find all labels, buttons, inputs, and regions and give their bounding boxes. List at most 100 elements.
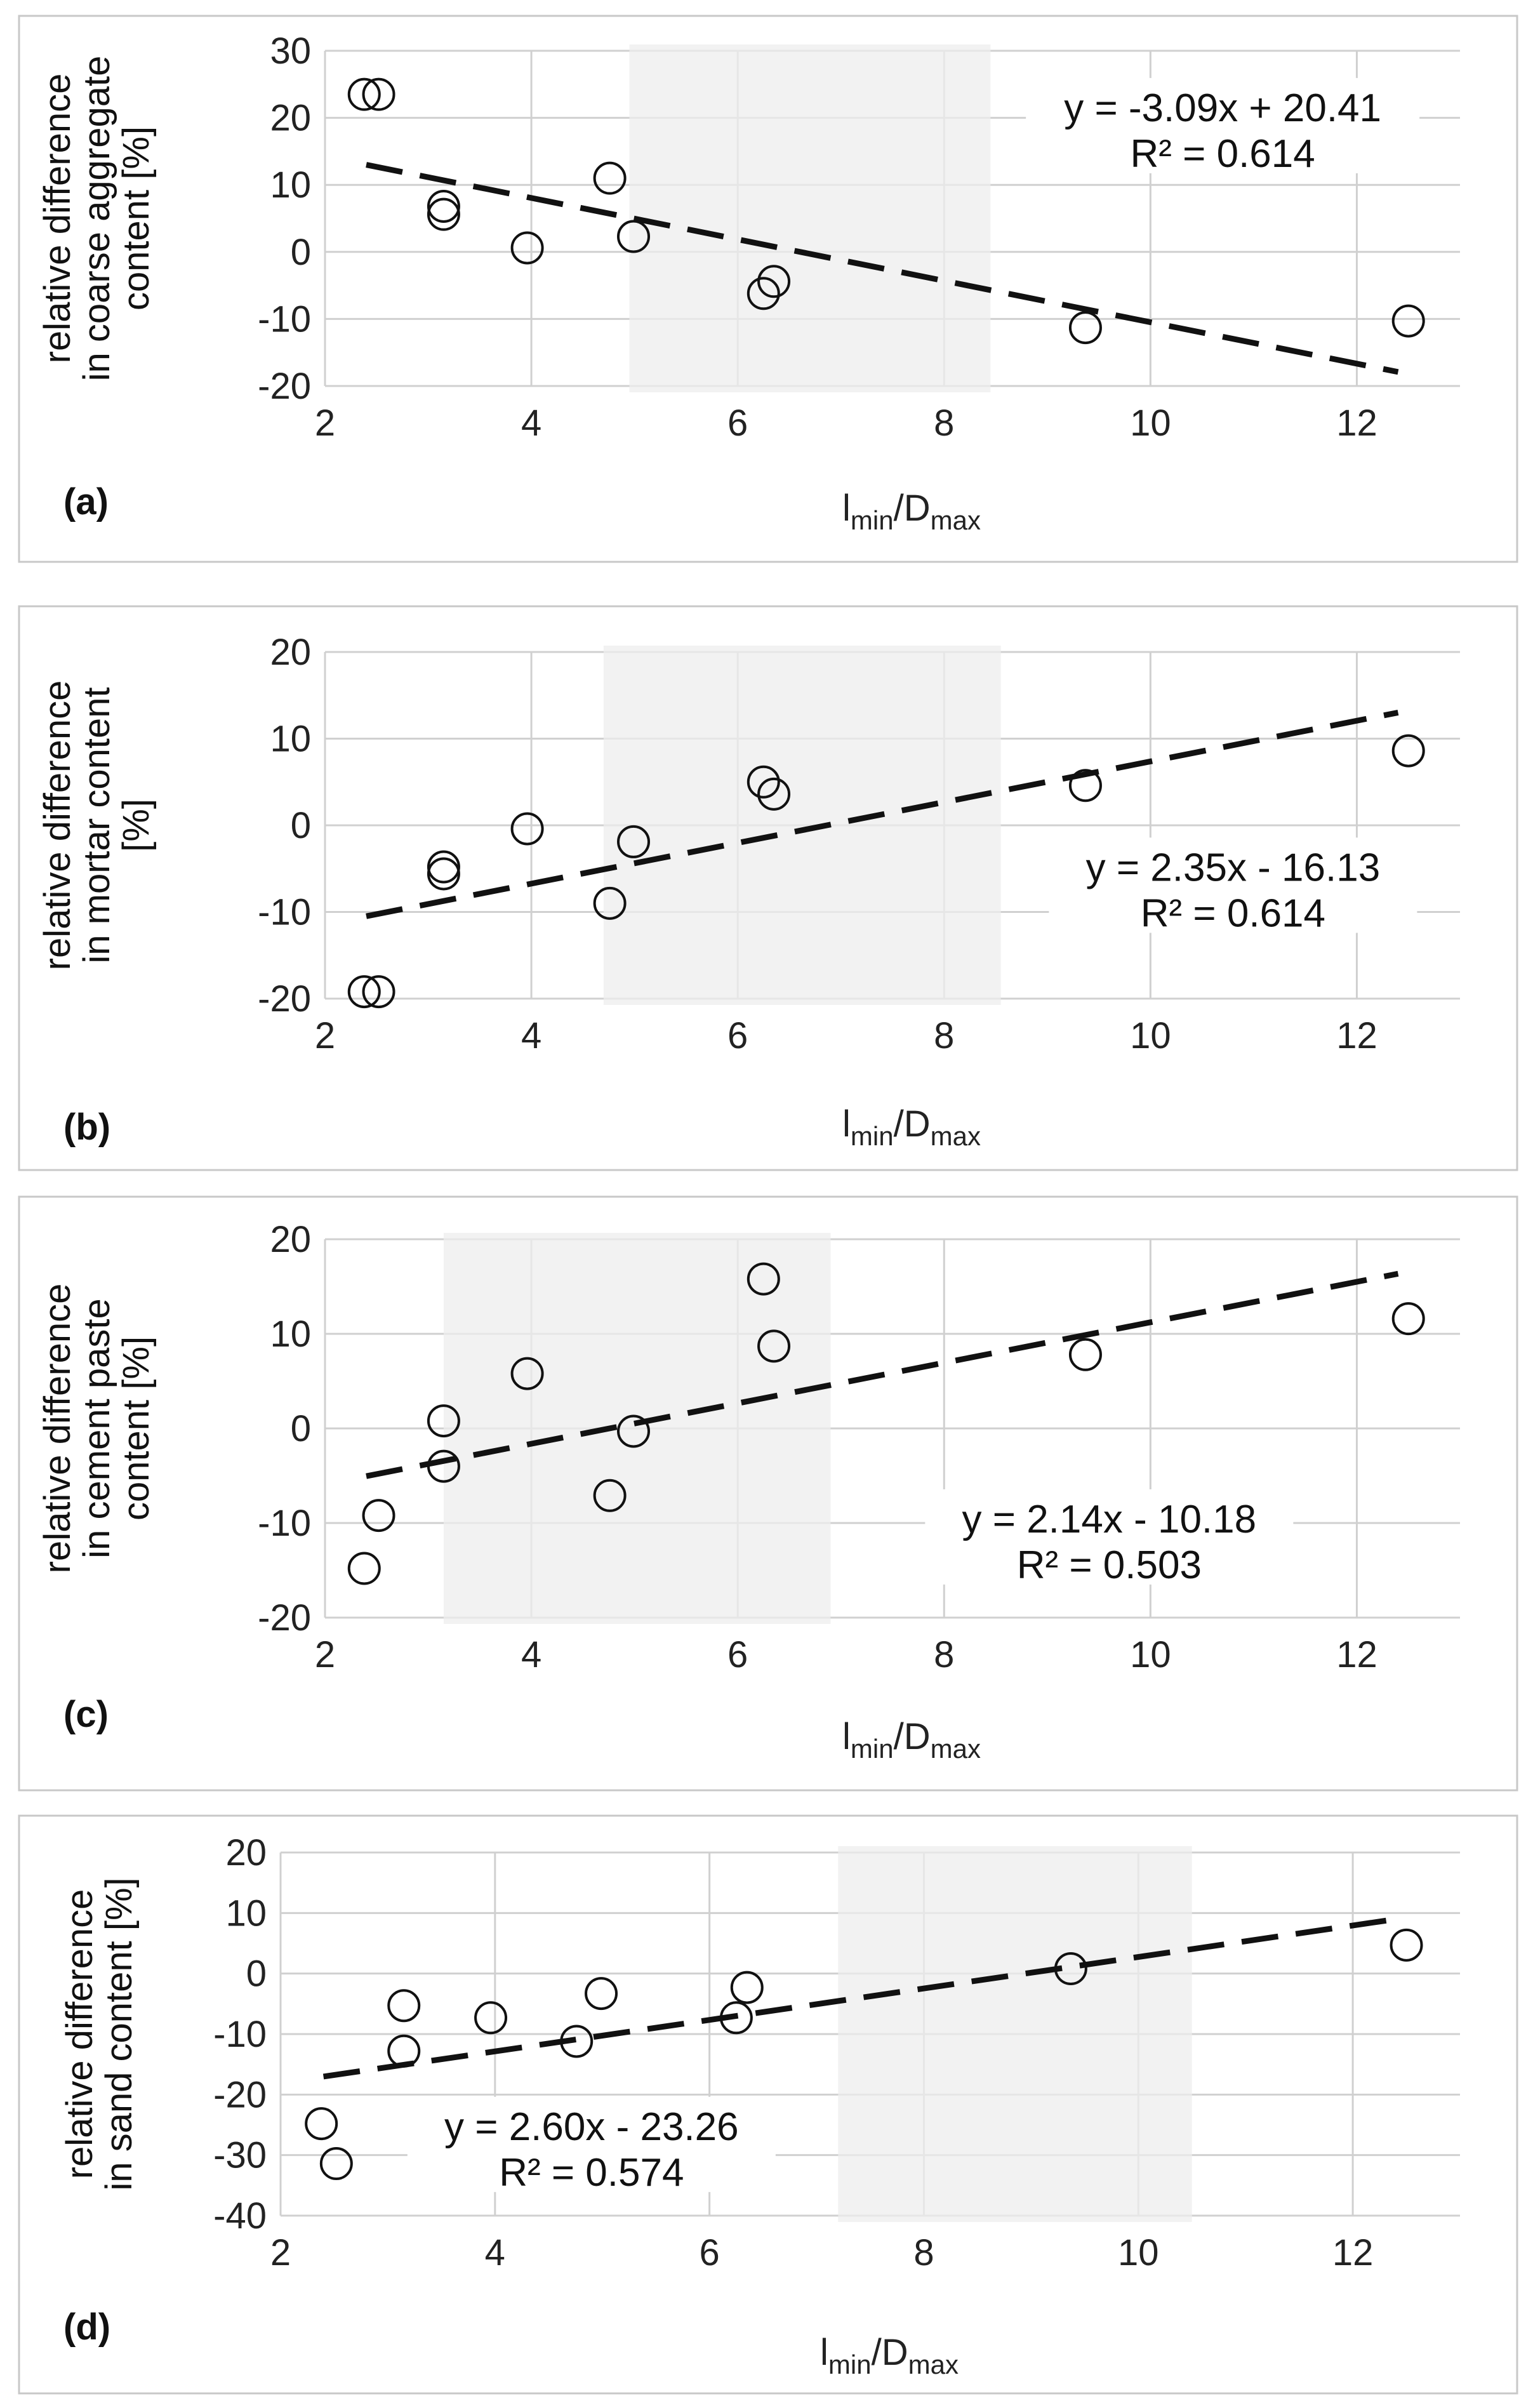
x-axis-label-part: max: [931, 505, 981, 535]
x-axis-label-part: l: [842, 1103, 851, 1145]
data-point: [1391, 734, 1425, 768]
x-tick-label: 12: [1336, 1634, 1377, 1675]
x-tick-label: 4: [521, 1015, 541, 1056]
r-squared: R² = 0.614: [1131, 132, 1315, 176]
data-point: [362, 975, 395, 1009]
data-point: [593, 161, 627, 195]
y-tick-label: 0: [291, 232, 311, 273]
data-point: [427, 850, 460, 884]
data-point: [347, 77, 381, 111]
x-tick-label: 4: [521, 1634, 541, 1675]
x-tick-label: 10: [1130, 1015, 1171, 1056]
data-point: [347, 975, 381, 1009]
trendline: [322, 1916, 1397, 2080]
x-axis-label-part: l: [842, 1716, 851, 1757]
x-axis-label-part: max: [908, 2350, 959, 2379]
data-point: [362, 1499, 395, 1533]
equation-background: [925, 1489, 1294, 1585]
x-axis-label-part: min: [851, 505, 894, 535]
y-tick-label: -10: [258, 1503, 311, 1544]
y-axis-label-line: relative difference: [59, 1889, 100, 2179]
chart-panel-d: -40 -30 -20 -10 0 10 20 2 4 6 8 10 12 y = 2.60x - 23.…: [18, 1814, 1518, 2395]
x-tick-label: 8: [934, 1015, 954, 1056]
data-point: [427, 857, 460, 891]
trendline: [366, 1270, 1399, 1479]
panel-label: (c): [63, 1694, 109, 1735]
y-axis-label-line: in cement paste: [76, 1298, 117, 1558]
equation-background: [407, 2096, 776, 2192]
x-axis-label-part: /D: [894, 488, 931, 529]
data-point: [617, 825, 651, 858]
shaded-range: [838, 1846, 1192, 2222]
x-axis-label-part: /D: [894, 1103, 931, 1145]
y-tick-label: 30: [270, 30, 311, 72]
y-tick-label: -20: [258, 366, 311, 407]
x-tick-label: 8: [934, 1634, 954, 1675]
y-axis-label-line: relative difference: [37, 74, 78, 364]
data-point: [1391, 304, 1425, 338]
data-point: [510, 1357, 544, 1390]
x-axis-label-part: /D: [894, 1716, 931, 1757]
data-point: [1068, 311, 1102, 345]
data-point: [510, 812, 544, 846]
data-point: [1068, 769, 1102, 802]
y-axis-label-line: in mortar content: [76, 687, 117, 963]
y-tick-label: 20: [270, 98, 311, 139]
x-tick-label: 12: [1336, 1015, 1377, 1056]
r-squared: R² = 0.503: [1017, 1543, 1202, 1587]
trendline: [366, 162, 1399, 375]
x-tick-label: 6: [727, 402, 748, 444]
data-point: [617, 1414, 651, 1448]
x-tick-label: 2: [270, 2232, 291, 2273]
data-point: [319, 2147, 353, 2181]
data-point: [305, 2107, 338, 2141]
x-tick-label: 4: [521, 402, 541, 444]
x-tick-label: 12: [1332, 2232, 1374, 2273]
data-point: [1390, 1928, 1423, 1962]
trendline-equation: y = 2.14x - 10.18: [962, 1498, 1257, 1541]
x-tick-label: 8: [913, 2232, 934, 2273]
x-axis-label-part: /D: [872, 2332, 908, 2373]
data-point: [747, 765, 780, 799]
data-point: [510, 231, 544, 265]
x-tick-label: 6: [727, 1634, 748, 1675]
x-tick-label: 6: [727, 1015, 748, 1056]
panel-label: (a): [63, 481, 109, 522]
x-axis-label: lmin/Dmax: [842, 1103, 981, 1151]
y-tick-label: 10: [270, 164, 311, 206]
x-axis-label: lmin/Dmax: [842, 1716, 981, 1764]
y-axis-label-line: in coarse aggregate: [76, 56, 117, 382]
y-axis-label-line: [%]: [116, 799, 157, 852]
data-point: [747, 277, 780, 310]
y-tick-label: -40: [213, 2195, 267, 2237]
y-tick-label: -10: [213, 2014, 267, 2055]
x-tick-label: 6: [700, 2232, 720, 2273]
y-tick-label: -20: [258, 978, 311, 1020]
y-tick-label: 20: [225, 1832, 267, 1873]
data-point: [585, 1977, 618, 2011]
y-axis-label-line: content [%]: [116, 126, 157, 310]
x-tick-label: 2: [315, 1015, 335, 1056]
y-tick-label: 10: [270, 719, 311, 760]
x-axis-label-part: min: [851, 1734, 894, 1764]
data-point: [362, 77, 395, 111]
y-tick-label: 10: [225, 1892, 267, 1934]
x-axis-label-part: max: [931, 1734, 981, 1764]
data-point: [1068, 1338, 1102, 1371]
y-tick-label: -10: [258, 298, 311, 340]
x-tick-label: 8: [934, 402, 954, 444]
shaded-range: [603, 646, 1001, 1005]
data-point: [757, 265, 791, 298]
data-point: [730, 1971, 764, 2004]
x-axis-label-part: l: [842, 488, 851, 529]
data-point: [560, 2025, 594, 2058]
equation-background: [1026, 77, 1420, 173]
data-point: [427, 189, 460, 223]
data-point: [427, 1404, 460, 1438]
data-point: [1054, 1952, 1087, 1986]
panel-label: (b): [63, 1107, 110, 1148]
equation-background: [1049, 837, 1417, 933]
